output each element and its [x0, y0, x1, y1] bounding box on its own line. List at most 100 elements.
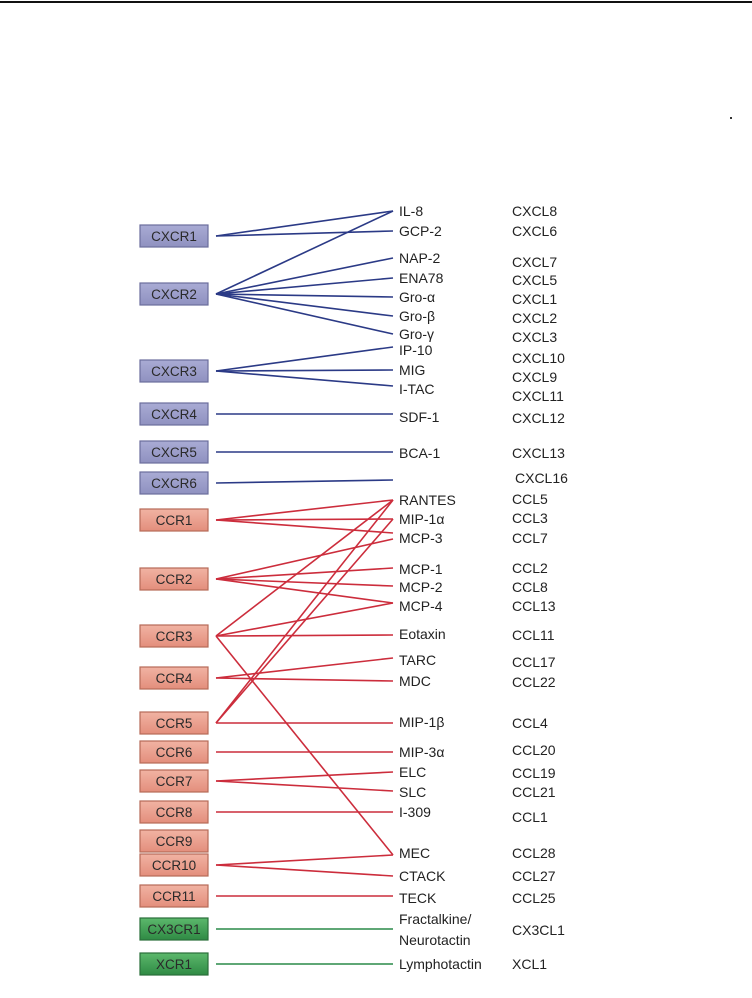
edge-cxcr3-to-i-tac [215, 370, 394, 387]
ligand-rantes: RANTES [399, 492, 456, 508]
edge-ccr1-to-rantes [215, 499, 394, 521]
ligand-gro-a: Gro-α [399, 289, 435, 305]
receptor-cxcr6[interactable]: CXCR6 [139, 471, 209, 495]
edge-cxcr2-to-nap-2 [215, 257, 394, 295]
ligand-i-tac: I-TAC [399, 381, 435, 397]
receptor-box [139, 224, 209, 248]
receptor-box [139, 567, 209, 591]
receptor-box [139, 624, 209, 648]
ligand-sdf-1: SDF-1 [399, 409, 440, 425]
receptor-label: CCR3 [156, 629, 193, 644]
receptor-ccr6[interactable]: CCR6 [139, 740, 209, 764]
receptor-box [139, 952, 209, 976]
systematic-name-cxcl12: CXCL12 [512, 410, 565, 426]
edge-ccr1-to-mcp-3 [215, 519, 394, 534]
ligand-bca-1: BCA-1 [399, 445, 440, 461]
systematic-name-ccl5: CCL5 [512, 491, 548, 507]
edge-cxcr2-to-ena78 [215, 277, 394, 295]
receptor-cx3cr1[interactable]: CX3CR1 [139, 917, 209, 941]
systematic-name-cxcl3: CXCL3 [512, 329, 557, 345]
receptor-ccr3[interactable]: CCR3 [139, 624, 209, 648]
receptor-cxcr1[interactable]: CXCR1 [139, 224, 209, 248]
ligand-gro-g: Gro-γ [399, 326, 434, 342]
ligand-mip-3a: MIP-3α [399, 744, 444, 760]
systematic-name-ccl20: CCL20 [512, 742, 556, 758]
receptor-ccr8[interactable]: CCR8 [139, 800, 209, 824]
top-border-line [0, 1, 752, 3]
edge-cxcr3-to-ip-10 [215, 346, 394, 372]
receptor-ccr1[interactable]: CCR1 [139, 508, 209, 532]
edge-cxcr2-to-il-8 [215, 210, 394, 295]
edge-ccr7-to-slc [215, 780, 394, 792]
receptor-label: CXCR1 [151, 229, 197, 244]
receptor-label: CXCR4 [151, 407, 197, 422]
ligands-layer: IL-8 GCP-2 NAP-2 ENA78 Gro-α Gro-β Gro-γIP-10 M… [399, 203, 482, 972]
systematic-name-ccl11: CCL11 [512, 627, 555, 643]
systematic-name-xcl1: XCL1 [512, 956, 547, 972]
systematic-name-cxcl13: CXCL13 [512, 445, 565, 461]
receptor-ccr9[interactable]: CCR9 [139, 829, 209, 853]
edge-cxcr3-to-mig [215, 369, 394, 372]
receptor-cxcr4[interactable]: CXCR4 [139, 402, 209, 426]
systematic-name-ccl27: CCL27 [512, 868, 556, 884]
edge-ccr3-to-mec [215, 635, 394, 856]
receptor-ccr11[interactable]: CCR11 [139, 884, 209, 908]
systematic-name-ccl22: CCL22 [512, 674, 556, 690]
systematic-name-ccl25: CCL25 [512, 890, 556, 906]
receptor-ccr4[interactable]: CCR4 [139, 666, 209, 690]
edge-ccr7-to-elc [215, 771, 394, 782]
receptor-label: CX3CR1 [147, 922, 200, 937]
systematic-name-cxcl1: CXCL1 [512, 291, 557, 307]
receptor-label: CCR1 [156, 513, 193, 528]
systematic-name-cxcl2: CXCL2 [512, 310, 557, 326]
receptor-cxcr3[interactable]: CXCR3 [139, 359, 209, 383]
receptor-label: CCR10 [152, 858, 196, 873]
systematic-name-cxcl11: CXCL11 [512, 388, 564, 404]
receptor-box [139, 282, 209, 306]
ligand-ip-10: IP-10 [399, 342, 433, 358]
edge-ccr2-to-mcp-3 [215, 538, 394, 580]
ligand-nap-2: NAP-2 [399, 250, 440, 266]
ligand-il-8: IL-8 [399, 203, 423, 219]
systematic-name-ccl4: CCL4 [512, 715, 548, 731]
receptor-box [139, 740, 209, 764]
systematic-name-cxcl5: CXCL5 [512, 272, 557, 288]
receptor-label: CCR8 [156, 805, 193, 820]
receptor-ccr7[interactable]: CCR7 [139, 769, 209, 793]
edge-ccr3-to-eotaxin [215, 634, 394, 637]
ligand-gro-b: Gro-β [399, 308, 435, 324]
ligand-mdc: MDC [399, 673, 431, 689]
ligand-neurotactin: Neurotactin [399, 932, 471, 948]
systematic-name-ccl28: CCL28 [512, 845, 556, 861]
ligand-gcp-2: GCP-2 [399, 223, 442, 239]
ligand-mip-1b: MIP-1β [399, 714, 444, 730]
receptor-box [139, 666, 209, 690]
receptor-label: CCR9 [156, 834, 193, 849]
edge-cxcr2-to-gro-a [215, 293, 394, 298]
edge-cxcr2-to-gro-b [215, 293, 394, 317]
systematic-name-ccl21: CCL21 [512, 784, 556, 800]
receptor-box [139, 917, 209, 941]
ligand-mcp-2: MCP-2 [399, 579, 443, 595]
ligand-eotaxin: Eotaxin [399, 626, 446, 642]
ligand-lymphotactin: Lymphotactin [399, 956, 482, 972]
ligand-ena78: ENA78 [399, 270, 444, 286]
edge-ccr10-to-mec [215, 854, 394, 866]
receptor-cxcr2[interactable]: CXCR2 [139, 282, 209, 306]
receptor-box [139, 508, 209, 532]
edge-ccr3-to-mcp-4 [215, 602, 394, 637]
edge-ccr4-to-tarc [215, 657, 394, 679]
systematic-name-cxcl16: CXCL16 [515, 470, 568, 486]
ligand-teck: TECK [399, 890, 437, 906]
stray-dot [730, 117, 732, 119]
receptor-label: CCR7 [156, 774, 193, 789]
edge-cxcr1-to-il-8 [215, 210, 394, 237]
receptor-ccr2[interactable]: CCR2 [139, 567, 209, 591]
edge-ccr5-to-rantes [215, 499, 394, 724]
receptor-cxcr5[interactable]: CXCR5 [139, 440, 209, 464]
receptor-ccr10[interactable]: CCR10 [139, 853, 209, 877]
edges-layer [215, 210, 394, 965]
receptor-label: CXCR6 [151, 476, 197, 491]
receptor-xcr1[interactable]: XCR1 [139, 952, 209, 976]
receptor-ccr5[interactable]: CCR5 [139, 711, 209, 735]
